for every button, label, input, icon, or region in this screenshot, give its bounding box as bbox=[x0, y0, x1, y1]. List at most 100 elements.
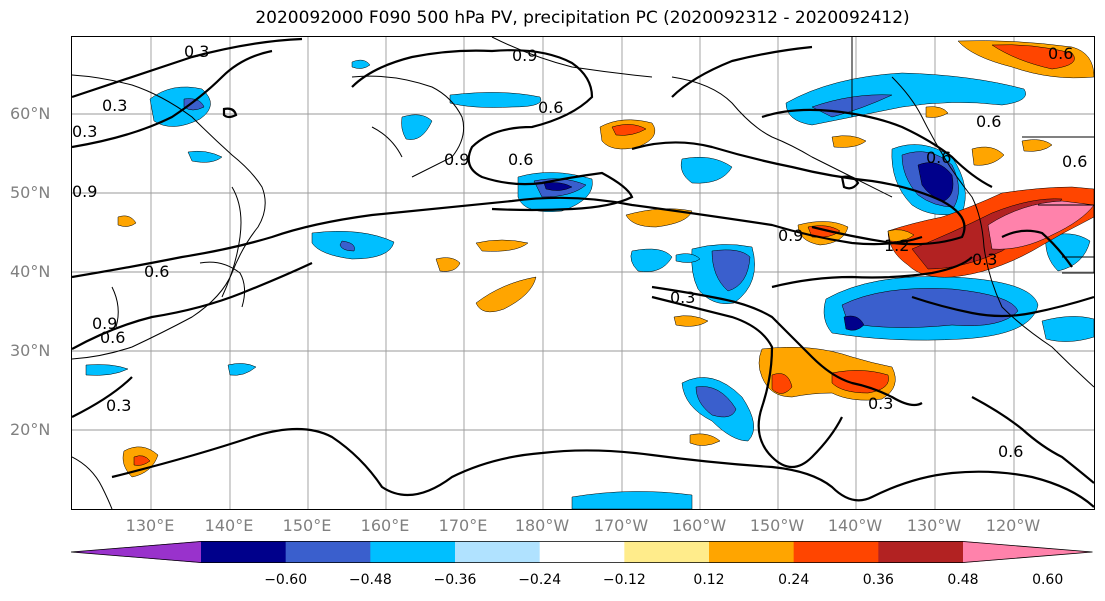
colorbar-cell bbox=[455, 541, 541, 563]
shade-neg bbox=[630, 248, 673, 272]
colorbar-cell bbox=[793, 541, 879, 563]
colorbar-tick-label: 0.60 bbox=[1032, 572, 1064, 588]
shade-neg bbox=[183, 98, 205, 111]
shade-pos bbox=[117, 215, 137, 227]
lon-label: 170°E bbox=[438, 516, 488, 535]
shade-pos bbox=[133, 455, 151, 466]
shade-pos bbox=[831, 370, 889, 394]
contour-label: 0.3 bbox=[102, 96, 127, 115]
colorbar-tick-label: −0.60 bbox=[264, 572, 308, 588]
lon-label: 160°E bbox=[360, 516, 410, 535]
shade-neg bbox=[187, 150, 223, 163]
lat-label: 60°N bbox=[10, 104, 51, 123]
lat-label: 50°N bbox=[10, 183, 51, 202]
lon-label: 180°W bbox=[514, 516, 570, 535]
contour-label: 0.3 bbox=[184, 42, 209, 61]
contour-label: 0.3 bbox=[106, 396, 131, 415]
shade-pos bbox=[925, 106, 949, 118]
lon-label: 160°W bbox=[671, 516, 727, 535]
shade-pos bbox=[1021, 139, 1053, 152]
colorbar-cell bbox=[370, 541, 456, 563]
contour-label: 0.6 bbox=[976, 112, 1001, 131]
colorbar-extend-high bbox=[963, 541, 1093, 563]
contour-label: 0.6 bbox=[926, 148, 951, 167]
shade-pos bbox=[435, 257, 461, 272]
shade-pos bbox=[971, 146, 1005, 166]
contour-label: 0.3 bbox=[670, 288, 695, 307]
map-plot: 0.3 0.9 0.6 0.3 0.9 0.6 0.6 0.9 0.9 0.6 … bbox=[72, 37, 1094, 509]
coastlines bbox=[72, 37, 1094, 509]
colorbar-outline bbox=[71, 541, 1093, 563]
shade-neg bbox=[675, 253, 701, 263]
lon-label: 130°E bbox=[125, 516, 175, 535]
lat-label: 40°N bbox=[10, 262, 51, 281]
contour-label: 1.2 bbox=[884, 236, 909, 255]
shade-neg bbox=[543, 182, 573, 191]
colorbar-tick-label: −0.48 bbox=[348, 572, 392, 588]
lon-label: 140°E bbox=[204, 516, 254, 535]
precip-shading bbox=[85, 40, 1094, 509]
colorbar-tick-label: −0.12 bbox=[602, 572, 646, 588]
shade-neg bbox=[711, 249, 751, 292]
colorbar-cell bbox=[709, 541, 795, 563]
shade-neg bbox=[571, 491, 693, 509]
shade-pos bbox=[887, 229, 915, 242]
colorbar-extend-low bbox=[71, 541, 201, 563]
shade-pos bbox=[475, 276, 537, 313]
map-title: 2020092000 F090 500 hPa PV, precipitatio… bbox=[255, 8, 910, 28]
shade-pos bbox=[475, 239, 529, 252]
colorbar-tick-label: −0.36 bbox=[433, 572, 477, 588]
contour-label: 0.6 bbox=[1048, 44, 1073, 63]
shade-neg bbox=[843, 315, 865, 331]
shade-neg bbox=[1041, 316, 1094, 342]
pv-contours bbox=[72, 37, 1094, 508]
colorbar-cell bbox=[878, 541, 964, 563]
colorbar-tick-label: 0.12 bbox=[693, 572, 725, 588]
contour-label: 0.3 bbox=[972, 250, 997, 269]
colorbar-tick-label: −0.24 bbox=[518, 572, 562, 588]
contour-label: 0.3 bbox=[868, 394, 893, 413]
colorbar bbox=[71, 541, 1093, 563]
shade-neg bbox=[680, 157, 733, 184]
shade-pos bbox=[831, 135, 867, 148]
shade-neg bbox=[1045, 233, 1091, 272]
map-panel: 0.3 0.9 0.6 0.3 0.9 0.6 0.6 0.9 0.9 0.6 … bbox=[71, 36, 1095, 510]
lon-label: 150°W bbox=[749, 516, 805, 535]
colorbar-cell bbox=[624, 541, 710, 563]
colorbar-cell bbox=[285, 541, 371, 563]
contour-label: 0.6 bbox=[508, 150, 533, 169]
shade-neg bbox=[449, 92, 542, 108]
contour-label: 0.6 bbox=[144, 262, 169, 281]
colorbar-tick-label: 0.36 bbox=[862, 572, 894, 588]
colorbar-cell bbox=[539, 541, 625, 563]
lat-label: 20°N bbox=[10, 420, 51, 439]
contour-label: 0.6 bbox=[998, 442, 1023, 461]
shade-neg bbox=[351, 59, 371, 69]
colorbar-cell bbox=[201, 541, 287, 563]
shade-neg bbox=[695, 386, 737, 418]
lon-label: 150°E bbox=[282, 516, 332, 535]
shade-pos bbox=[689, 433, 721, 446]
lon-label: 120°W bbox=[985, 516, 1041, 535]
shade-neg bbox=[841, 288, 1019, 328]
shade-pos bbox=[987, 200, 1094, 250]
contour-label: 0.9 bbox=[512, 46, 537, 65]
lon-label: 130°W bbox=[906, 516, 962, 535]
shade-pos bbox=[771, 373, 793, 394]
lon-label: 170°W bbox=[593, 516, 649, 535]
contour-label: 0.9 bbox=[92, 314, 117, 333]
contour-label: 0.9 bbox=[72, 182, 97, 201]
colorbar-tick-label: 0.48 bbox=[947, 572, 979, 588]
contour-labels: 0.3 0.9 0.6 0.3 0.9 0.6 0.6 0.9 0.9 0.6 … bbox=[72, 42, 1087, 461]
colorbar-tick-label: 0.24 bbox=[778, 572, 810, 588]
shade-neg bbox=[339, 240, 355, 252]
shade-neg bbox=[85, 364, 129, 376]
contour-label: 0.6 bbox=[1062, 152, 1087, 171]
shade-neg bbox=[149, 86, 211, 127]
shade-neg bbox=[917, 162, 954, 202]
lon-label: 140°W bbox=[827, 516, 883, 535]
contour-label: 0.6 bbox=[538, 98, 563, 117]
shade-pos bbox=[673, 315, 709, 327]
shade-pos bbox=[991, 44, 1075, 70]
contour-label: 0.6 bbox=[100, 328, 125, 347]
